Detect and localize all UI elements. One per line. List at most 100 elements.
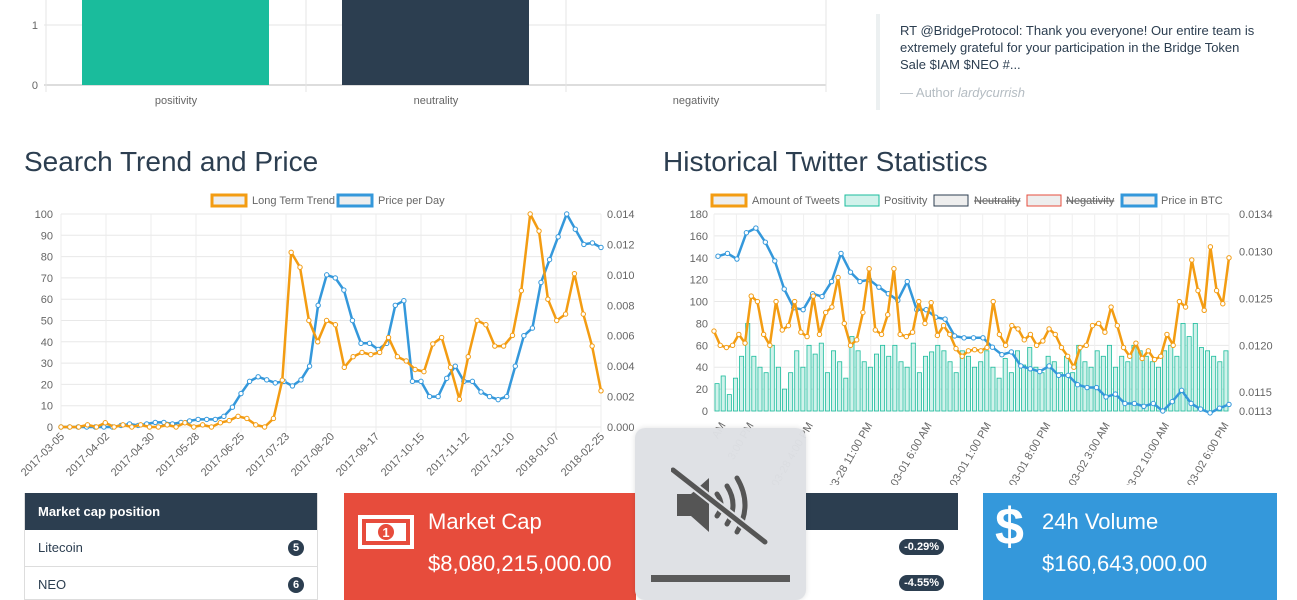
series-line-amount-of-tweets-point (971, 347, 978, 353)
series-line-price-in-btc-point (1216, 405, 1223, 411)
series-line-price-per-day-point (152, 419, 158, 426)
series-line-amount-of-tweets-point (996, 331, 1003, 338)
legend-label-negativity[interactable]: Negativity (1066, 195, 1115, 207)
series-line-long-term-trend-point (447, 364, 454, 371)
series-line-amount-of-tweets-point (1083, 342, 1089, 349)
positivity-bar (1008, 372, 1014, 412)
series-line-amount-of-tweets-point (847, 342, 854, 349)
legend-swatch-price-in-btc[interactable] (1120, 193, 1158, 208)
positivity-bar (800, 366, 806, 412)
series-line-amount-of-tweets-point (835, 274, 841, 281)
series-line-amount-of-tweets-point (1058, 344, 1065, 351)
list-item[interactable]: NEO 6 (25, 567, 317, 599)
positivity-bar (726, 394, 732, 412)
legend-swatch-positivity[interactable] (844, 194, 880, 207)
series-line-amount-of-tweets-point (984, 344, 990, 351)
y-tick-right: 0.014 (607, 209, 635, 221)
x-tick: 2017-08-20 (289, 431, 337, 479)
legend-label-neutrality[interactable]: Neutrality (974, 195, 1021, 207)
x-tick: 03-02 10:00 AM (1123, 421, 1172, 486)
speaker-muted-icon (671, 466, 770, 546)
series-line-long-term-trend-point (288, 249, 294, 256)
series-line-price-per-day-point (435, 393, 441, 400)
legend-label-price-per-day[interactable]: Price per Day (378, 195, 445, 207)
series-line-amount-of-tweets-point (916, 298, 922, 305)
x-tick: 2017-04-02 (64, 431, 112, 479)
series-line-price-per-day-point (298, 377, 304, 383)
series-line-amount-of-tweets-point (804, 333, 810, 340)
y-tick-right: 0.006 (607, 331, 635, 343)
series-line-price-in-btc-point (1037, 368, 1043, 375)
series-line-price-in-btc-point (1197, 406, 1204, 412)
series-line-long-term-trend-point (465, 354, 471, 360)
series-line-price-per-day-point (332, 275, 338, 281)
series-line-amount-of-tweets-point (1120, 344, 1127, 351)
series-line-price-in-btc-point (1141, 403, 1147, 410)
legend-label-price-in-btc[interactable]: Price in BTC (1161, 195, 1223, 207)
positivity-bar (831, 350, 837, 412)
coin-name: NEO (38, 577, 67, 592)
positivity-bar (1113, 366, 1119, 412)
bar-neutrality[interactable] (342, 0, 529, 85)
positivity-bar (1223, 350, 1229, 412)
series-line-long-term-trend-point (297, 264, 303, 270)
positivity-bar (886, 355, 892, 412)
legend-label-positivity[interactable]: Positivity (884, 195, 928, 207)
series-line-price-in-btc-point (1046, 363, 1052, 369)
tweet-author: — Author lardycurrish (900, 85, 1256, 100)
legend-swatch-negativity[interactable] (1026, 194, 1062, 207)
positivity-bar (1027, 347, 1033, 412)
series-line-amount-of-tweets-point (872, 327, 879, 333)
series-line-price-in-btc-point (1131, 400, 1138, 407)
twitter-stats-title: Historical Twitter Statistics (663, 146, 988, 177)
series-line-price-per-day-point (195, 416, 201, 423)
y-tick: 10 (41, 401, 53, 413)
positivity-bar (1064, 355, 1069, 412)
tweet-text: RT @BridgeProtocol: Thank you everyone! … (900, 23, 1255, 72)
series-line-amount-of-tweets-point (1139, 355, 1145, 362)
positivity-bar (855, 350, 861, 412)
series-line-amount-of-tweets-point (891, 266, 897, 272)
series-line-amount-of-tweets-point (1021, 337, 1027, 343)
series-line-amount-of-tweets-point (1220, 301, 1226, 307)
series-line-long-term-trend-point (394, 354, 401, 360)
list-item[interactable]: Litecoin 5 (25, 530, 317, 567)
series-line-price-per-day-point (221, 413, 227, 420)
series-line-price-in-btc-point (1008, 349, 1015, 355)
series-line-amount-of-tweets-point (1046, 326, 1052, 332)
positivity-bar (1125, 361, 1131, 412)
series-line-price-per-day-point (349, 317, 356, 324)
legend-label-amount-of-tweets[interactable]: Amount of Tweets (752, 195, 840, 207)
author-name[interactable]: lardycurrish (957, 85, 1026, 100)
legend-swatch-amount-of-tweets[interactable] (710, 193, 748, 208)
positivity-bar (812, 353, 818, 412)
legend-swatch-neutrality[interactable] (933, 194, 969, 207)
positivity-bar (965, 355, 971, 412)
series-line-amount-of-tweets-point (729, 342, 736, 349)
positivity-bar (1070, 372, 1076, 412)
positivity-bar (1180, 323, 1186, 412)
x-tick: 03-28 11:00 PM (826, 421, 875, 486)
positivity-bar (751, 355, 757, 412)
series-line-price-in-btc-point (734, 256, 740, 262)
series-line-long-term-trend-point (421, 368, 427, 375)
series-line-price-in-btc-point (838, 250, 844, 257)
y-tick: 140 (690, 253, 708, 265)
positivity-bar (775, 366, 781, 412)
legend-swatch-long-term-trend[interactable] (210, 193, 248, 208)
series-line-price-per-day-point (564, 211, 570, 217)
legend-swatch-price-per-day[interactable] (336, 193, 374, 208)
change-badge: -0.29% (899, 539, 944, 555)
series-line-long-term-trend-point (412, 366, 418, 373)
positivity-bar (1217, 361, 1223, 412)
y-tick-right: 0.012 (607, 239, 635, 251)
series-line-amount-of-tweets-point (1071, 364, 1077, 370)
bar-positivity[interactable] (82, 0, 269, 85)
market-cap-value: $8,080,215,000.00 (428, 551, 612, 576)
series-line-price-in-btc-point (715, 253, 721, 259)
series-line-long-term-trend-point (500, 343, 507, 349)
series-line-price-per-day-point (255, 374, 261, 380)
y-tick-right: 0.004 (607, 361, 635, 373)
series-line-price-in-btc-point (847, 269, 854, 275)
legend-label-long-term-trend[interactable]: Long Term Trend (252, 195, 335, 207)
